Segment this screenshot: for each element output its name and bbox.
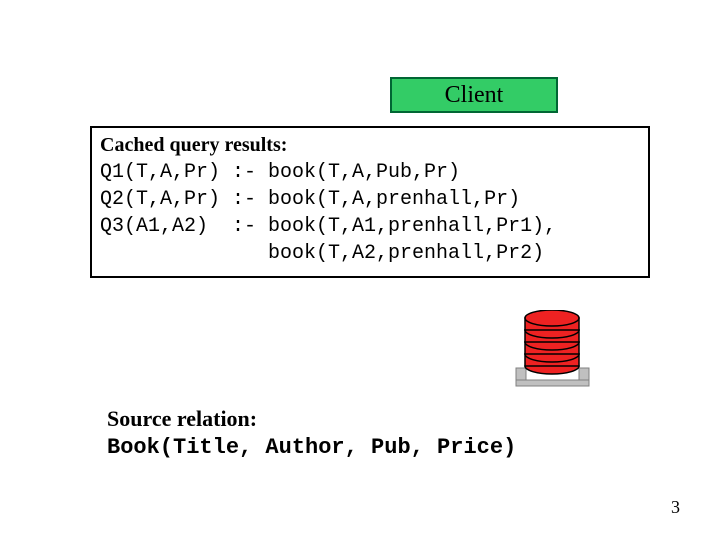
- source-schema: Book(Title, Author, Pub, Price): [107, 434, 516, 463]
- cache-line-1: Q1(T,A,Pr) :- book(T,A,Pub,Pr): [100, 159, 640, 186]
- page-number: 3: [671, 497, 680, 518]
- cache-line-2: Q2(T,A,Pr) :- book(T,A,prenhall,Pr): [100, 186, 640, 213]
- client-label: Client: [445, 82, 504, 108]
- cache-box: Cached query results: Q1(T,A,Pr) :- book…: [90, 126, 650, 278]
- cache-title: Cached query results:: [100, 132, 640, 159]
- source-label: Source relation:: [107, 405, 516, 434]
- client-box: Client: [390, 77, 558, 113]
- cache-line-4: book(T,A2,prenhall,Pr2): [100, 240, 640, 267]
- database-icon: [510, 310, 595, 390]
- source-block: Source relation: Book(Title, Author, Pub…: [107, 405, 516, 462]
- cache-line-3: Q3(A1,A2) :- book(T,A1,prenhall,Pr1),: [100, 213, 640, 240]
